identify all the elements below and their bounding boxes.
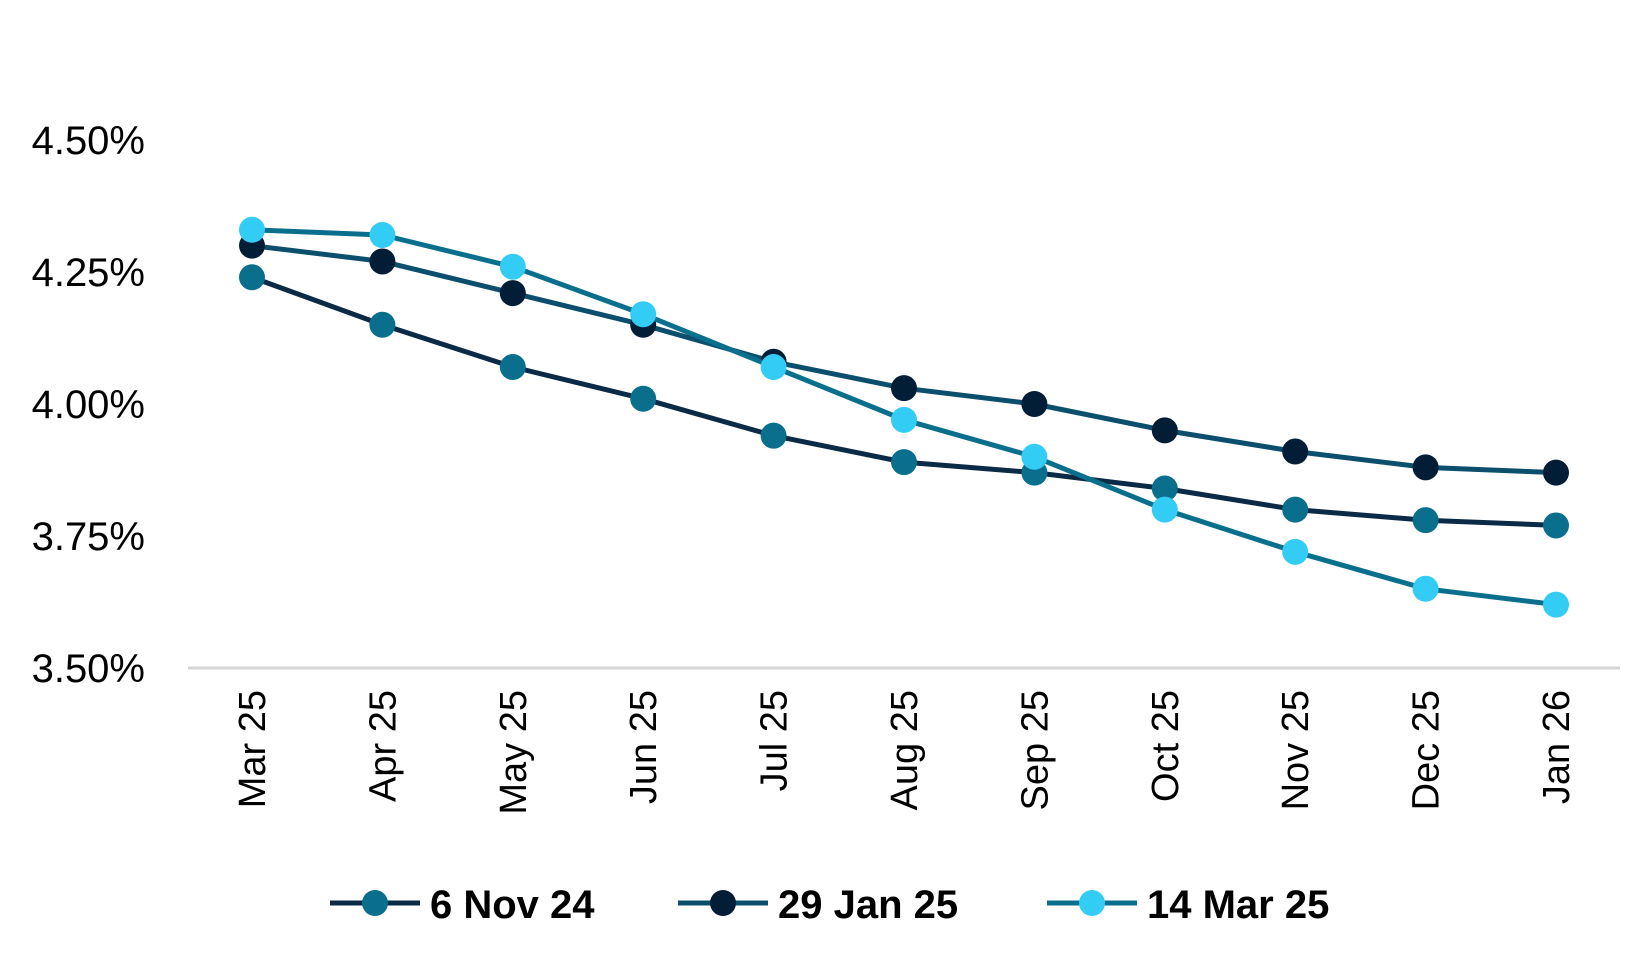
x-tick-label: Dec 25 [1406,690,1448,810]
data-point [1543,591,1569,618]
y-tick-label: 3.50% [32,647,145,691]
x-tick-label: Apr 25 [362,690,404,802]
data-point [1151,475,1178,502]
series-1 [239,264,1569,539]
x-tick-label: Nov 25 [1275,690,1317,810]
data-point [499,253,526,280]
legend-marker [1079,890,1105,916]
legend-item: 29 Jan 25 [678,883,958,927]
x-tick-label: Jul 25 [754,690,796,791]
data-point [1543,459,1569,486]
y-tick-label: 4.25% [32,251,145,295]
y-tick-label: 4.00% [32,383,145,427]
data-point [1151,417,1178,444]
y-tick-label: 3.75% [32,515,145,559]
x-tick-label: Jun 25 [623,690,665,804]
data-point [1282,496,1309,523]
legend-label: 29 Jan 25 [778,883,958,927]
data-point [1151,496,1178,523]
y-tick-label: 4.50% [32,119,145,163]
series-3 [239,216,1569,618]
data-point [1021,443,1048,470]
legend-marker [362,890,388,916]
x-tick-label: Aug 25 [884,690,926,810]
data-point [760,354,787,381]
data-point [239,216,265,243]
legend: 6 Nov 24 29 Jan 25 14 Mar 25 [330,883,1329,927]
data-point [369,222,396,249]
series-line [249,243,1559,476]
legend-item: 6 Nov 24 [330,883,595,927]
data-point [499,354,526,381]
data-point [1412,575,1439,602]
data-point [239,264,265,291]
data-point [1412,454,1439,481]
data-point [891,375,917,402]
data-point [891,406,917,433]
legend-marker [710,890,736,916]
data-point [369,248,396,275]
data-point [1021,391,1048,417]
y-axis-tick-labels: 3.50% 3.75% 4.00% 4.25% 4.50% [32,119,145,691]
data-point [891,449,917,476]
legend-label: 14 Mar 25 [1147,883,1329,927]
data-point [760,422,787,449]
series-2 [239,232,1569,486]
x-tick-label: May 25 [493,690,535,815]
data-point [369,311,396,338]
legend-item: 14 Mar 25 [1047,883,1329,927]
series-line [249,274,1559,528]
data-point [1282,538,1309,565]
x-tick-label: Jan 26 [1536,690,1578,804]
x-tick-label: Oct 25 [1145,690,1187,802]
data-point [499,280,526,307]
plot-area [239,216,1569,618]
data-point [630,385,657,412]
data-point [1412,507,1439,534]
data-point [1282,438,1309,465]
legend-label: 6 Nov 24 [430,883,595,927]
x-tick-label: Sep 25 [1014,690,1056,810]
data-point [1543,512,1569,539]
data-point [630,301,657,328]
x-tick-label: Mar 25 [232,690,274,808]
x-axis-tick-labels: Mar 25 Apr 25 May 25 Jun 25 Jul 25 Aug 25 Sep … [232,690,1578,815]
